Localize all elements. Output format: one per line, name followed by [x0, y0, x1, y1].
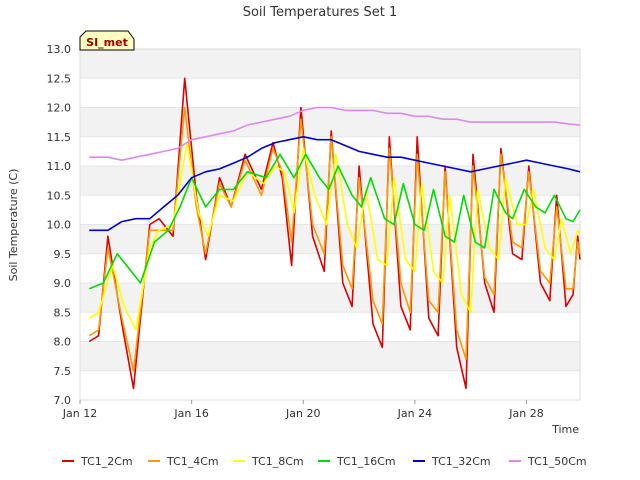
y-tick-label: 13.0 — [47, 43, 72, 56]
y-tick-label: 9.0 — [54, 277, 72, 290]
legend-label: TC1_8Cm — [251, 455, 304, 468]
station-badge: SI_met — [79, 30, 135, 51]
legend-label: TC1_16Cm — [336, 455, 396, 468]
y-tick-label: 12.5 — [47, 72, 72, 85]
x-axis-ticks: Jan 12 Jan 16 Jan 20 Jan 24 Jan 28 — [62, 400, 544, 420]
badge-label: SI_met — [86, 36, 128, 49]
x-tick-label: Jan 12 — [62, 407, 97, 420]
plot-frame — [79, 48, 581, 401]
background-band — [80, 78, 580, 108]
y-tick-label: 10.5 — [47, 189, 72, 202]
badge-box — [79, 30, 135, 51]
background-band — [80, 312, 580, 342]
y-axis-label: Soil Temperature (C) — [7, 169, 20, 282]
y-tick-label: 9.5 — [54, 248, 72, 261]
background-band — [80, 253, 580, 283]
series-line-tc1-16cm — [88, 153, 581, 290]
x-tick-label: Jan 20 — [285, 407, 320, 420]
y-tick-label: 8.0 — [54, 336, 72, 349]
y-tick-label: 11.0 — [47, 160, 72, 173]
series-line-tc1-4cm — [88, 106, 581, 372]
x-tick-label: Jan 24 — [397, 407, 432, 420]
legend-label: TC1_2Cm — [80, 455, 133, 468]
y-tick-label: 7.5 — [54, 365, 72, 378]
series-line-tc1-32cm — [89, 136, 581, 232]
y-tick-label: 12.0 — [47, 102, 72, 115]
y-tick-label: 8.5 — [54, 306, 72, 319]
x-tick-label: Jan 16 — [173, 407, 208, 420]
legend-label: TC1_50Cm — [527, 455, 587, 468]
y-tick-label: 10.0 — [47, 219, 72, 232]
background-band — [80, 341, 580, 371]
legend-label: TC1_32Cm — [431, 455, 491, 468]
background-band — [80, 370, 580, 400]
background-band — [80, 283, 580, 313]
legend: TC1_2Cm TC1_4Cm TC1_8Cm TC1_16Cm TC1_32Cm TC1… — [62, 455, 587, 468]
legend-label: TC1_4Cm — [166, 455, 219, 468]
x-axis-label: Time — [551, 423, 579, 436]
x-tick-label: Jan 28 — [508, 407, 543, 420]
y-axis-ticks: 7.0 7.5 8.0 8.5 9.0 9.5 10.0 10.5 11.0 11.5 12.0 12… — [47, 43, 72, 407]
background-band — [80, 49, 580, 79]
chart-title: Soil Temperatures Set 1 — [243, 5, 398, 20]
y-tick-label: 7.0 — [54, 394, 72, 407]
series-line-tc1-50cm — [89, 106, 581, 161]
series-lines — [88, 77, 581, 390]
y-tick-label: 11.5 — [47, 131, 72, 144]
